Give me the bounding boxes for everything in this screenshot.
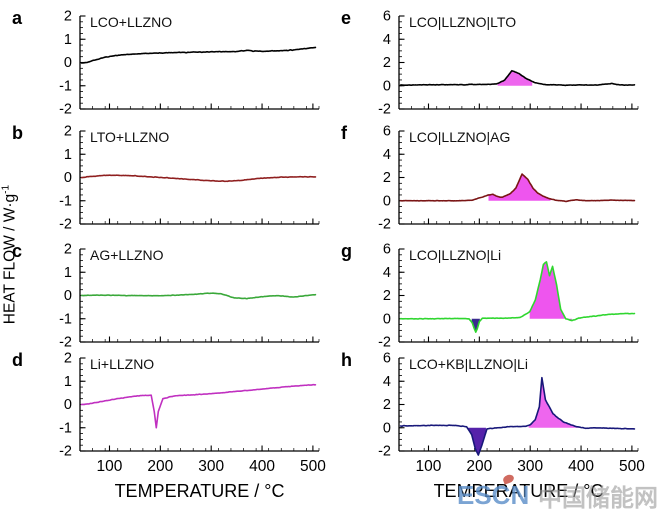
svg-text:h: h [341, 350, 352, 370]
svg-text:300: 300 [517, 458, 543, 475]
svg-text:0: 0 [383, 193, 391, 209]
svg-text:2: 2 [64, 9, 72, 25]
svg-text:-2: -2 [378, 217, 391, 233]
svg-text:LCO|LLZNO|AG: LCO|LLZNO|AG [409, 129, 510, 145]
svg-text:-2: -2 [59, 102, 72, 118]
svg-text:e: e [341, 8, 351, 28]
svg-text:Li+LLZNO: Li+LLZNO [90, 356, 154, 372]
svg-text:-2: -2 [59, 335, 72, 351]
svg-text:LTO+LLZNO: LTO+LLZNO [90, 129, 169, 145]
svg-text:0: 0 [383, 311, 391, 327]
svg-text:g: g [341, 241, 352, 261]
svg-text:6: 6 [383, 242, 391, 258]
svg-text:f: f [341, 123, 348, 143]
svg-text:400: 400 [249, 458, 275, 475]
svg-text:-2: -2 [378, 102, 391, 118]
svg-text:2: 2 [64, 242, 72, 258]
svg-text:100: 100 [416, 458, 442, 475]
svg-text:4: 4 [383, 32, 391, 48]
svg-text:-2: -2 [378, 335, 391, 351]
svg-text:LCO|LLZNO|Li: LCO|LLZNO|Li [409, 247, 501, 263]
svg-text:2: 2 [383, 170, 391, 186]
svg-text:4: 4 [383, 147, 391, 163]
svg-text:100: 100 [97, 458, 123, 475]
svg-text:6: 6 [383, 9, 391, 25]
svg-text:4: 4 [383, 374, 391, 390]
svg-text:-2: -2 [59, 217, 72, 233]
svg-text:-1: -1 [59, 420, 72, 436]
svg-text:400: 400 [568, 458, 594, 475]
svg-text:1: 1 [64, 265, 72, 281]
svg-text:-1: -1 [59, 193, 72, 209]
svg-text:2: 2 [383, 397, 391, 413]
svg-text:200: 200 [147, 458, 173, 475]
svg-text:a: a [12, 8, 23, 28]
svg-text:2: 2 [64, 351, 72, 367]
svg-text:AG+LLZNO: AG+LLZNO [90, 247, 164, 263]
svg-text:4: 4 [383, 265, 391, 281]
svg-text:2: 2 [64, 124, 72, 140]
svg-text:0: 0 [64, 397, 72, 413]
svg-text:1: 1 [64, 32, 72, 48]
svg-text:500: 500 [619, 458, 645, 475]
svg-text:LCO|LLZNO|LTO: LCO|LLZNO|LTO [409, 14, 516, 30]
svg-text:500: 500 [300, 458, 326, 475]
svg-text:1: 1 [64, 374, 72, 390]
svg-text:LCO+KB|LLZNO|Li: LCO+KB|LLZNO|Li [409, 356, 528, 372]
svg-text:0: 0 [383, 420, 391, 436]
svg-text:-2: -2 [378, 444, 391, 460]
svg-text:6: 6 [383, 124, 391, 140]
svg-text:-1: -1 [59, 78, 72, 94]
svg-text:LCO+LLZNO: LCO+LLZNO [90, 14, 172, 30]
svg-text:1: 1 [64, 147, 72, 163]
svg-text:300: 300 [198, 458, 224, 475]
svg-text:-1: -1 [59, 311, 72, 327]
svg-text:-2: -2 [59, 444, 72, 460]
svg-text:6: 6 [383, 351, 391, 367]
svg-text:0: 0 [64, 288, 72, 304]
svg-text:0: 0 [64, 55, 72, 71]
svg-text:200: 200 [466, 458, 492, 475]
svg-text:2: 2 [383, 288, 391, 304]
svg-text:0: 0 [383, 78, 391, 94]
svg-text:0: 0 [64, 170, 72, 186]
svg-text:2: 2 [383, 55, 391, 71]
